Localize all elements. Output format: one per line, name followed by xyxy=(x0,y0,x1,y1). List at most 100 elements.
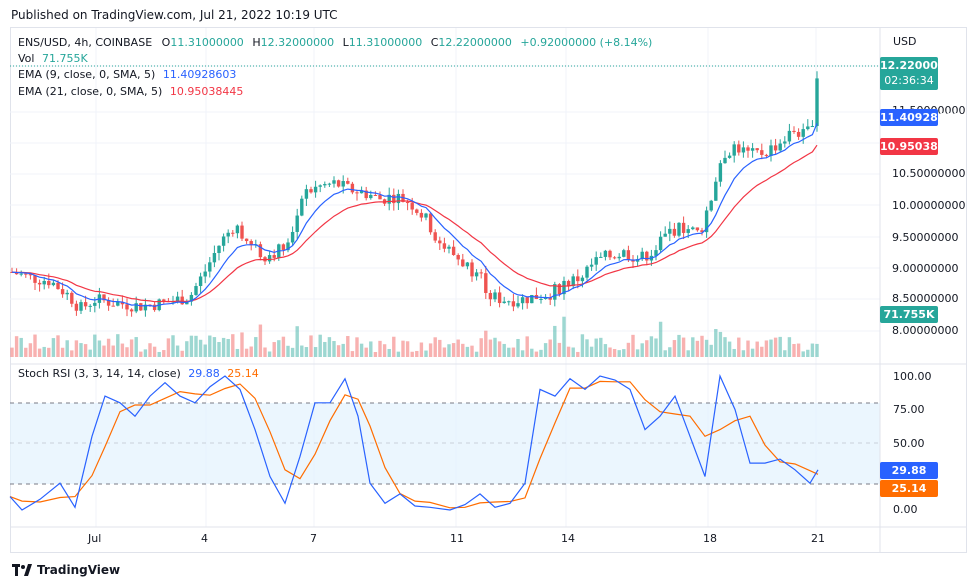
time-tick: 11 xyxy=(450,532,464,545)
candle-body xyxy=(212,253,217,263)
volume-bar xyxy=(714,329,718,357)
volume-bar xyxy=(585,339,589,357)
stoch-d-value: 25.14 xyxy=(227,367,259,380)
candle-body xyxy=(231,232,235,234)
price-tick: 10.00000000 xyxy=(892,199,966,212)
price-tick: 9.50000000 xyxy=(892,231,959,244)
volume-bar xyxy=(258,324,263,357)
open-value: 11.31000000 xyxy=(170,36,244,49)
candle-body xyxy=(28,274,33,276)
candle-body xyxy=(479,272,483,274)
volume-bar xyxy=(474,351,479,357)
candle-body xyxy=(424,213,428,218)
candle-body xyxy=(585,266,589,278)
close-value: 12.22000000 xyxy=(438,36,512,49)
volume-bar xyxy=(539,349,543,357)
candle-body xyxy=(226,232,230,237)
change-value: +0.92000000 (+8.14%) xyxy=(520,36,653,49)
volume-bar xyxy=(755,341,759,357)
candle-body xyxy=(654,250,658,256)
candle-body xyxy=(410,203,414,210)
time-tick: 4 xyxy=(201,532,208,545)
candle-body xyxy=(129,309,134,312)
candle-body xyxy=(415,209,419,213)
candle-body xyxy=(612,257,617,259)
stoch-tick: 100.00 xyxy=(893,370,932,383)
candle-body xyxy=(51,282,56,286)
stoch-band xyxy=(10,403,880,484)
candle-body xyxy=(286,242,290,251)
stoch-legend[interactable]: Stoch RSI (3, 3, 14, 14, close) 29.88 25… xyxy=(18,367,259,380)
candle-body xyxy=(539,298,543,300)
volume-bar xyxy=(456,339,460,357)
candle-body xyxy=(576,276,580,282)
volume-bar xyxy=(336,345,341,357)
volume-tag: 71.755K xyxy=(880,306,938,323)
candle-body xyxy=(732,144,736,156)
candle-body xyxy=(806,126,810,130)
ema9-price-tag: 11.40928603 xyxy=(880,109,961,126)
volume-bar xyxy=(530,348,534,357)
candle-body xyxy=(626,250,631,260)
candle-body xyxy=(783,141,787,144)
candle-body xyxy=(203,271,207,277)
low-value: 11.31000000 xyxy=(348,36,423,49)
tradingview-brand[interactable]: TradingView xyxy=(12,563,120,577)
price-tick: 10.50000000 xyxy=(892,167,966,180)
volume-bar xyxy=(166,338,171,357)
volume-bar xyxy=(106,338,111,357)
volume-bar xyxy=(143,349,148,357)
candle-body xyxy=(14,272,19,275)
volume-bar xyxy=(806,349,810,357)
candle-body xyxy=(373,194,378,196)
candle-body xyxy=(520,297,525,304)
volume-bar xyxy=(525,336,529,357)
volume-bar xyxy=(231,334,235,357)
stoch-tick: 75.00 xyxy=(893,403,925,416)
volume-bar xyxy=(373,351,378,357)
candle-body xyxy=(695,227,700,231)
candle-body xyxy=(180,296,184,305)
candle-body xyxy=(102,294,106,301)
volume-bar xyxy=(672,340,677,357)
time-tick: 18 xyxy=(703,532,717,545)
volume-bar xyxy=(364,347,368,357)
volume-bar xyxy=(378,340,382,357)
candle-body xyxy=(327,183,332,185)
volume-bar xyxy=(493,337,497,357)
symbol-legend[interactable]: ENS/USD, 4h, COINBASE O11.31000000 H12.3… xyxy=(18,36,652,49)
volume-legend[interactable]: Vol 71.755K xyxy=(18,52,88,65)
volume-bar xyxy=(511,347,516,357)
candle-body xyxy=(787,130,792,142)
candle-body xyxy=(447,246,451,249)
candle-body xyxy=(111,305,115,307)
candle-body xyxy=(488,292,493,300)
candle-body xyxy=(502,301,506,304)
volume-bar xyxy=(56,335,60,357)
candle-body xyxy=(341,181,345,187)
candle-body xyxy=(709,200,713,211)
candle-body xyxy=(810,126,815,128)
volume-bar xyxy=(709,344,713,357)
volume-bar xyxy=(589,346,594,357)
volume-bar xyxy=(461,343,465,357)
candle-body xyxy=(525,297,529,304)
candle-body xyxy=(56,282,60,290)
ema9-legend[interactable]: EMA (9, close, 0, SMA, 5) 11.40928603 xyxy=(18,68,236,81)
candle-body xyxy=(272,255,276,258)
volume-bar xyxy=(152,346,157,357)
candle-body xyxy=(792,130,796,132)
candle-body xyxy=(175,296,180,302)
candle-body xyxy=(562,280,566,295)
candle-body xyxy=(658,236,663,251)
volume-bar xyxy=(281,336,286,357)
ema21-legend[interactable]: EMA (21, close, 0, SMA, 5) 10.95038445 xyxy=(18,85,243,98)
candle-body xyxy=(405,201,410,204)
volume-bar xyxy=(116,334,120,357)
volume-bar xyxy=(277,340,281,357)
volume-bar xyxy=(295,326,299,357)
candle-body xyxy=(815,78,819,127)
volume-bar xyxy=(359,343,364,357)
ema21-label: EMA (21, close, 0, SMA, 5) xyxy=(18,85,163,98)
